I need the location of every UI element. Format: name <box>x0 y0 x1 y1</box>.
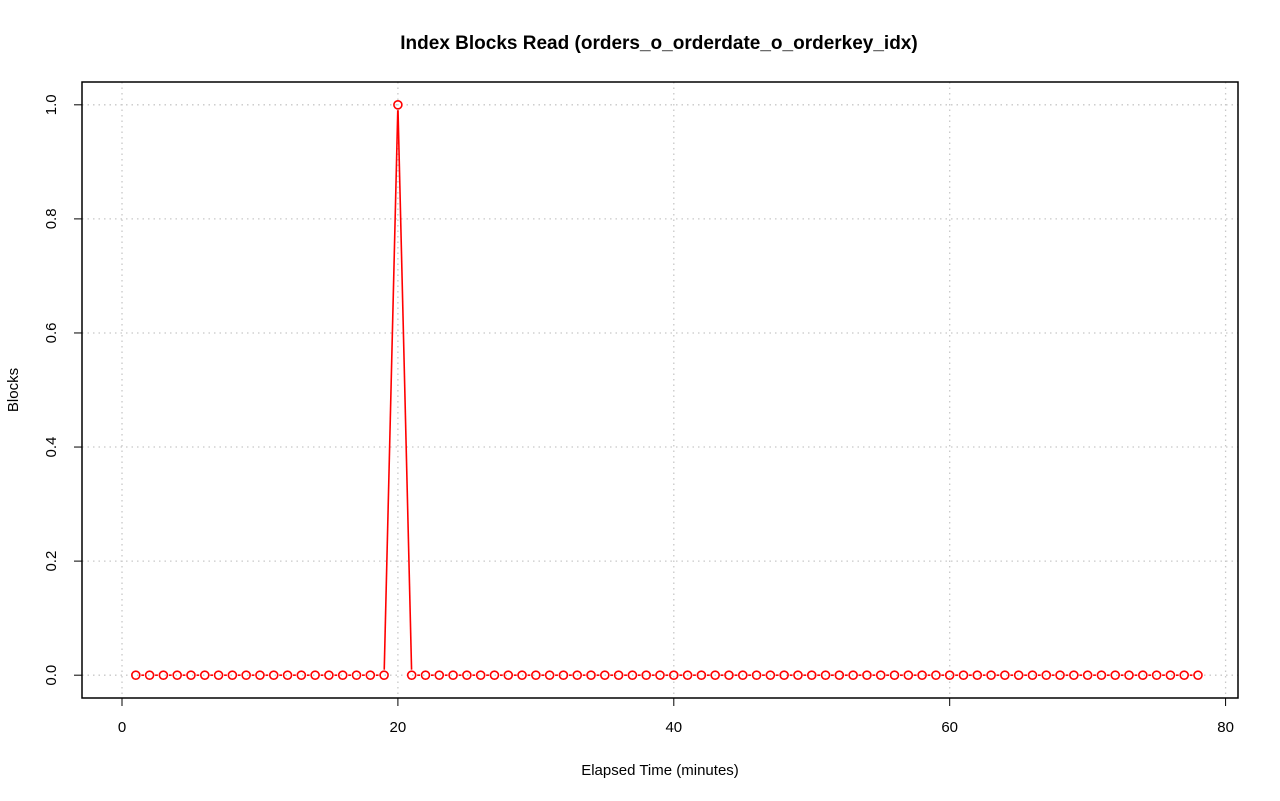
y-tick-label: 0.6 <box>43 323 60 344</box>
data-point <box>282 670 293 680</box>
data-point <box>889 670 900 680</box>
data-point <box>655 670 665 680</box>
x-tick-label: 60 <box>941 719 958 736</box>
y-tick-label: 0.2 <box>43 551 60 572</box>
data-point <box>1165 670 1176 680</box>
data-point <box>986 670 996 680</box>
data-point <box>310 670 320 680</box>
data-point <box>1193 670 1203 680</box>
data-point <box>765 670 776 680</box>
data-point <box>503 670 514 680</box>
data-point <box>682 670 693 680</box>
data-point <box>227 670 238 680</box>
data-point <box>931 670 941 680</box>
data-point <box>351 670 362 680</box>
data-point <box>213 670 224 680</box>
grid <box>82 82 1238 698</box>
data-point <box>600 670 610 680</box>
data-point <box>1138 670 1148 680</box>
data-point <box>834 670 845 680</box>
data-point <box>779 670 789 680</box>
y-axis-label: Blocks <box>5 368 22 412</box>
data-point <box>324 670 334 680</box>
data-point <box>917 670 927 680</box>
plot-frame <box>81 81 1239 699</box>
x-tick-label: 40 <box>665 719 682 736</box>
y-tick-label: 0.0 <box>43 665 60 686</box>
data-point <box>1000 670 1010 680</box>
data-point <box>393 100 403 110</box>
data-point <box>130 670 141 680</box>
data-point <box>199 670 210 680</box>
data-point <box>613 670 624 680</box>
data-point <box>172 670 182 680</box>
data-point <box>379 670 389 680</box>
data-point <box>517 670 527 680</box>
data-point <box>448 670 458 680</box>
data-point <box>1151 670 1162 680</box>
data-point <box>862 670 872 680</box>
data-point <box>158 670 169 680</box>
data-point <box>737 670 748 680</box>
x-tick-label: 0 <box>118 719 126 736</box>
data-point <box>268 670 279 680</box>
x-axis-label: Elapsed Time (minutes) <box>581 762 739 779</box>
data-point <box>558 670 569 680</box>
data-point <box>972 670 983 680</box>
data-point <box>475 670 486 680</box>
data-point <box>544 670 555 680</box>
data-point <box>365 670 376 680</box>
series-layer <box>130 100 1203 680</box>
data-point <box>1082 670 1093 680</box>
y-tick-label: 0.4 <box>43 437 60 458</box>
data-point <box>793 670 803 680</box>
y-tick-label: 0.8 <box>43 208 60 229</box>
data-point <box>531 670 541 680</box>
data-point <box>641 670 652 680</box>
data-point <box>1027 670 1038 680</box>
x-tick-label: 20 <box>390 719 407 736</box>
data-point <box>848 670 858 680</box>
data-point <box>875 670 886 680</box>
data-point <box>241 670 251 680</box>
data-point <box>696 670 707 680</box>
data-point <box>1055 670 1065 680</box>
series-line-segment <box>397 110 413 670</box>
data-point <box>668 670 679 680</box>
data-point <box>806 670 817 680</box>
axis-ticks: 0 20 40 60 80 0.0 0.2 0.4 0.6 0.8 1.0 <box>43 94 1234 736</box>
data-point <box>572 670 583 680</box>
data-point <box>751 670 762 680</box>
data-point <box>434 670 445 680</box>
chart-title: Index Blocks Read (orders_o_orderdate_o_… <box>400 33 917 54</box>
data-point <box>820 670 831 680</box>
data-point <box>1124 670 1134 680</box>
series-line-segment <box>383 110 399 670</box>
data-point <box>296 670 307 680</box>
data-point <box>186 670 196 680</box>
data-point <box>586 670 596 680</box>
data-point <box>462 670 472 680</box>
data-point <box>944 670 955 680</box>
data-point <box>724 670 734 680</box>
data-point <box>627 670 638 680</box>
y-tick-label: 1.0 <box>43 94 60 115</box>
data-point <box>337 670 348 680</box>
data-point <box>1096 670 1107 680</box>
data-point <box>710 670 720 680</box>
data-point <box>406 670 417 680</box>
data-point <box>1179 670 1190 680</box>
x-tick-label: 80 <box>1217 719 1234 736</box>
data-point <box>1013 670 1024 680</box>
data-point <box>1069 670 1079 680</box>
data-point <box>1041 670 1052 680</box>
data-point <box>255 670 265 680</box>
data-point <box>420 670 431 680</box>
data-point <box>958 670 969 680</box>
data-point <box>903 670 914 680</box>
data-point <box>489 670 500 680</box>
data-point <box>144 670 155 680</box>
data-point <box>1110 670 1121 680</box>
